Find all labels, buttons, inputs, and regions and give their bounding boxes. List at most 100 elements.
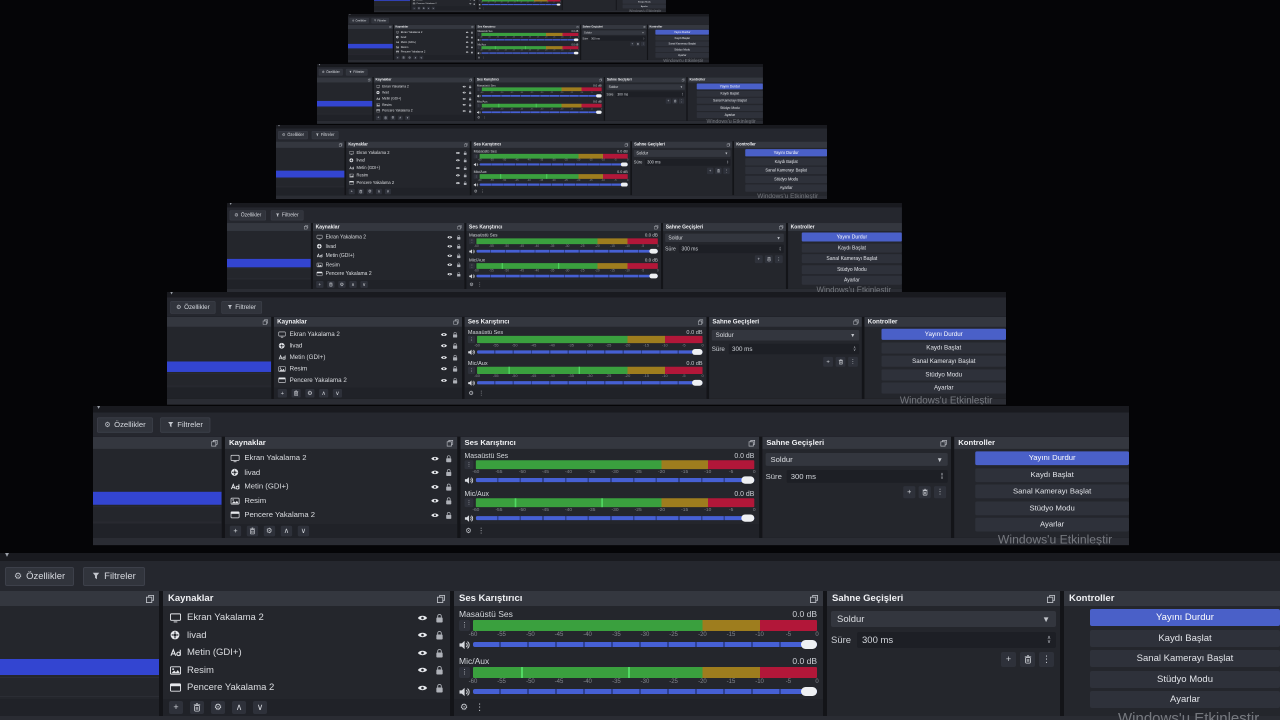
channel-level-db: 0.0 dB — [686, 359, 703, 367]
duration-spinner: ∧ ∨ — [682, 93, 683, 96]
filters-button[interactable]: Filtreler — [83, 566, 145, 586]
scene-row-divider — [93, 521, 222, 523]
controls-body: Yayını Durdur Kaydı Başlat Sanal Kameray… — [864, 327, 1007, 399]
lock-icon — [463, 158, 467, 163]
visibility-eye-icon[interactable] — [417, 649, 428, 657]
volume-slider-handle[interactable] — [801, 640, 817, 649]
lock-icon[interactable] — [435, 683, 444, 693]
channel-menu-icon[interactable]: ⋮ — [459, 667, 470, 678]
source-row[interactable]: Ekran Yakalama 2 — [163, 609, 450, 627]
popout-icon[interactable] — [146, 594, 154, 603]
duration-input[interactable]: 300 ms ∧ ∨ — [857, 632, 1056, 648]
transition-select[interactable]: Soldur ▼ — [831, 611, 1056, 627]
db-tick-label: -5 — [682, 343, 686, 348]
source-row: Resim — [313, 260, 464, 269]
source-row: livad — [374, 90, 474, 96]
controls-panel-title: Kontroller — [790, 224, 815, 230]
visibility-eye-icon[interactable] — [417, 684, 428, 692]
controls-panel: Kontroller Yayını Durdur Kaydı Başlat Sa… — [954, 436, 1130, 538]
add-transition-button[interactable]: + — [1001, 652, 1016, 667]
spin-down-icon[interactable]: ∨ — [1046, 639, 1051, 645]
db-tick-label: -30 — [528, 36, 532, 38]
controls-panel: Kontroller Yayını Durdur Kaydı Başlat Sa… — [687, 77, 763, 121]
db-tick-label: -15 — [588, 179, 593, 182]
db-tick-label: 0 — [752, 469, 756, 475]
meter-scale: -60 -55 -50 -45 -40 -35 -30 -25 -20 -15 … — [480, 107, 602, 111]
remove-transition-button[interactable] — [1020, 652, 1035, 667]
volume-slider-handle — [573, 38, 579, 42]
settings-button[interactable]: Ayarlar — [1090, 691, 1280, 708]
advanced-audio-icon[interactable]: ⚙ — [460, 702, 469, 712]
source-row[interactable]: Pencere Yakalama 2 — [163, 679, 450, 697]
db-tick-label: -45 — [504, 36, 507, 38]
lock-icon — [471, 45, 474, 49]
db-tick-label: -30 — [540, 107, 544, 110]
channel-level-db: 0.0 dB — [734, 489, 755, 498]
speaker-icon[interactable] — [459, 687, 470, 697]
channel-level-db: 0.0 dB — [734, 451, 755, 460]
sources-panel-header: Kaynaklar — [373, 77, 474, 83]
popout-icon[interactable] — [437, 594, 445, 603]
mixer-channel-mic: Mic/Aux 0.0 dB ⋮ -60 -55 — [471, 168, 630, 187]
channel-menu-icon[interactable]: ⋮ — [459, 620, 470, 631]
mixer-body: Masaüstü Ses 0.0 dB ⋮ -60 -55 -50 -45 — [466, 231, 661, 280]
source-row[interactable]: Resim — [163, 662, 450, 680]
volume-slider-handle — [620, 162, 628, 167]
scene-row-selected — [167, 361, 272, 372]
channel-name: Mic/Aux — [473, 169, 487, 174]
lock-icon[interactable] — [435, 630, 444, 640]
volume-slider[interactable] — [473, 640, 817, 649]
media-icon — [376, 91, 380, 95]
start-virtual-camera-button[interactable]: Sanal Kamerayı Başlat — [1090, 650, 1280, 667]
remove-source-button[interactable] — [190, 701, 204, 714]
source-row[interactable]: Metin (GDI+) — [163, 644, 450, 662]
source-properties-button[interactable]: ⚙ — [211, 701, 225, 714]
monitor-icon — [395, 30, 399, 34]
add-source-button: + — [375, 115, 381, 121]
transition-menu-icon[interactable]: ⋮ — [1039, 652, 1054, 667]
speaker-icon[interactable] — [459, 640, 470, 650]
chevron-down-icon[interactable]: ▾ — [5, 553, 10, 559]
add-source-button[interactable]: + — [169, 701, 183, 714]
lock-icon[interactable] — [435, 613, 444, 623]
visibility-eye-icon — [465, 46, 469, 48]
spin-up-icon[interactable]: ∧ — [1046, 634, 1051, 641]
stop-streaming-button[interactable]: Yayını Durdur — [1090, 609, 1280, 626]
remove-transition-button — [835, 356, 846, 367]
source-row[interactable]: livad — [163, 627, 450, 645]
meter-scale: -60 -55 -50 -45 -40 -35 -30 -25 -20 -15 … — [472, 469, 756, 475]
lock-icon[interactable] — [435, 648, 444, 658]
lock-icon[interactable] — [435, 665, 444, 675]
visibility-eye-icon — [440, 343, 447, 348]
volume-slider[interactable] — [473, 687, 817, 696]
db-tick-label: -25 — [550, 107, 554, 110]
duration-spinner[interactable]: ∧ ∨ — [1046, 634, 1051, 645]
obs-dock-area-preview-copy-5: ▾ ⚙ Özellikler Filtreler — [317, 64, 763, 124]
properties-button[interactable]: ⚙ Özellikler — [5, 566, 75, 586]
db-tick-label: 0 — [601, 91, 603, 94]
volume-slider-handle[interactable] — [801, 687, 817, 696]
move-down-button: ∨ — [405, 115, 411, 121]
mixer-panel-header: Ses Karıştırıcı — [460, 436, 760, 449]
popout-icon[interactable] — [1047, 594, 1055, 603]
duration-spinner: ∧ ∨ — [940, 472, 943, 480]
db-tick-label: -45 — [541, 469, 549, 475]
channel-level-db: 0.0 dB — [593, 99, 602, 104]
source-label: livad — [187, 629, 207, 641]
move-down-button[interactable]: ∨ — [253, 701, 267, 714]
monitor-icon — [278, 331, 286, 338]
visibility-eye-icon[interactable] — [417, 666, 428, 674]
duration-label: Süre — [633, 160, 643, 165]
source-label: Pencere Yakalama 2 — [400, 50, 426, 54]
popout-icon[interactable] — [810, 594, 818, 603]
popout-icon — [338, 142, 343, 147]
visibility-eye-icon[interactable] — [417, 614, 428, 622]
visibility-eye-icon[interactable] — [417, 631, 428, 639]
mixer-menu-icon[interactable]: ⋮ — [475, 702, 485, 712]
studio-mode-button[interactable]: Stüdyo Modu — [1090, 670, 1280, 688]
db-tick-label: -55 — [492, 374, 499, 379]
channel-menu-icon: ⋮ — [467, 335, 476, 344]
start-recording-button[interactable]: Kaydı Başlat — [1090, 629, 1280, 647]
scene-row-selected[interactable] — [0, 659, 159, 675]
move-up-button[interactable]: ∧ — [232, 701, 246, 714]
